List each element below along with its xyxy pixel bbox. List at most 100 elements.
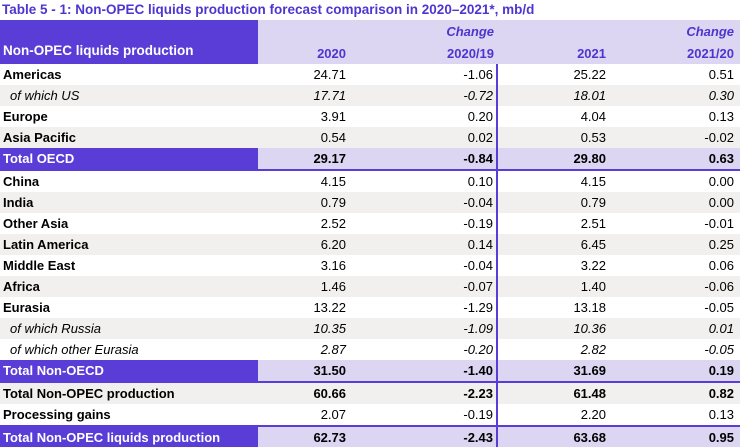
page-title: Table 5 - 1: Non-OPEC liquids production… xyxy=(2,2,535,17)
column-header-2021-20: 2021/20 xyxy=(612,42,740,64)
value-cell: 18.01 xyxy=(497,85,612,106)
value-cell: 0.25 xyxy=(612,234,740,255)
value-cell: 0.13 xyxy=(612,106,740,127)
value-cell: 0.79 xyxy=(258,192,352,213)
table-row: of which other Eurasia 2.87 -0.20 2.82 -0.05 xyxy=(0,339,740,360)
value-cell: 4.15 xyxy=(258,170,352,192)
value-cell: 2.82 xyxy=(497,339,612,360)
value-cell: 0.06 xyxy=(612,255,740,276)
production-table: Non-OPEC liquids production Change Chang… xyxy=(0,20,740,447)
value-cell: 0.53 xyxy=(497,127,612,148)
column-header-2021: 2021 xyxy=(497,42,612,64)
value-cell: 61.48 xyxy=(497,382,612,404)
table-header: Non-OPEC liquids production Change Chang… xyxy=(0,20,740,64)
value-cell: 0.54 xyxy=(258,127,352,148)
value-cell: 1.46 xyxy=(258,276,352,297)
header-change-label-1: Change xyxy=(352,20,497,42)
value-cell: 0.02 xyxy=(352,127,498,148)
value-cell: 3.91 xyxy=(258,106,352,127)
row-label: China xyxy=(0,170,258,192)
value-cell: -1.29 xyxy=(352,297,498,318)
value-cell: -0.04 xyxy=(352,192,498,213)
table-row: India 0.79 -0.04 0.79 0.00 xyxy=(0,192,740,213)
table-row: China 4.15 0.10 4.15 0.00 xyxy=(0,170,740,192)
row-label: Total OECD xyxy=(0,148,258,171)
value-cell: 0.14 xyxy=(352,234,498,255)
value-cell: -1.09 xyxy=(352,318,498,339)
value-cell: 4.04 xyxy=(497,106,612,127)
value-cell: 6.20 xyxy=(258,234,352,255)
value-cell: 4.15 xyxy=(497,170,612,192)
row-label: Processing gains xyxy=(0,404,258,426)
value-cell: -0.20 xyxy=(352,339,498,360)
value-cell: 2.51 xyxy=(497,213,612,234)
value-cell: 0.19 xyxy=(612,360,740,383)
value-cell: -0.19 xyxy=(352,404,498,426)
value-cell: -0.72 xyxy=(352,85,498,106)
value-cell: 13.18 xyxy=(497,297,612,318)
table-row: Total Non-OPEC production 60.66 -2.23 61.48… xyxy=(0,382,740,404)
header-spacer xyxy=(258,20,352,42)
value-cell: -0.01 xyxy=(612,213,740,234)
value-cell: 0.82 xyxy=(612,382,740,404)
column-header-2020-19: 2020/19 xyxy=(352,42,497,64)
value-cell: -0.07 xyxy=(352,276,498,297)
value-cell: 0.00 xyxy=(612,192,740,213)
header-columns-row: 2020 2020/19 2021 2021/20 xyxy=(0,42,740,64)
value-cell: 62.73 xyxy=(258,425,352,447)
value-cell: 31.50 xyxy=(258,360,352,383)
value-cell: -0.06 xyxy=(612,276,740,297)
value-cell: -0.05 xyxy=(612,339,740,360)
table-row: Total OECD 29.17 -0.84 29.80 0.63 xyxy=(0,148,740,171)
table-row: Other Asia 2.52 -0.19 2.51 -0.01 xyxy=(0,213,740,234)
row-label: of which US xyxy=(0,85,258,106)
value-cell: 29.80 xyxy=(497,148,612,171)
row-label: Asia Pacific xyxy=(0,127,258,148)
value-cell: 24.71 xyxy=(258,64,352,85)
value-cell: 0.30 xyxy=(612,85,740,106)
value-cell: 25.22 xyxy=(497,64,612,85)
value-cell: 63.68 xyxy=(497,425,612,447)
value-cell: 60.66 xyxy=(258,382,352,404)
table-row: Latin America 6.20 0.14 6.45 0.25 xyxy=(0,234,740,255)
value-cell: 3.16 xyxy=(258,255,352,276)
table-row: Total Non-OPEC liquids production 62.73 -2… xyxy=(0,425,740,447)
row-label: of which other Eurasia xyxy=(0,339,258,360)
row-label: Total Non-OPEC production xyxy=(0,382,258,404)
value-cell: 2.52 xyxy=(258,213,352,234)
table-row: Africa 1.46 -0.07 1.40 -0.06 xyxy=(0,276,740,297)
value-cell: 0.63 xyxy=(612,148,740,171)
row-label: Europe xyxy=(0,106,258,127)
value-cell: -2.43 xyxy=(352,425,498,447)
row-label: India xyxy=(0,192,258,213)
row-label: Americas xyxy=(0,64,258,85)
value-cell: 0.01 xyxy=(612,318,740,339)
value-cell: -0.05 xyxy=(612,297,740,318)
table-row: Asia Pacific 0.54 0.02 0.53 -0.02 xyxy=(0,127,740,148)
value-cell: 29.17 xyxy=(258,148,352,171)
row-label: Total Non-OPEC liquids production xyxy=(0,425,258,447)
value-cell: 0.95 xyxy=(612,425,740,447)
value-cell: 2.87 xyxy=(258,339,352,360)
value-cell: 0.10 xyxy=(352,170,498,192)
value-cell: 0.20 xyxy=(352,106,498,127)
row-label: Africa xyxy=(0,276,258,297)
row-label: of which Russia xyxy=(0,318,258,339)
value-cell: 0.51 xyxy=(612,64,740,85)
value-cell: -1.40 xyxy=(352,360,498,383)
row-label: Middle East xyxy=(0,255,258,276)
value-cell: 10.35 xyxy=(258,318,352,339)
value-cell: 0.79 xyxy=(497,192,612,213)
value-cell: 10.36 xyxy=(497,318,612,339)
value-cell: 2.07 xyxy=(258,404,352,426)
value-cell: 0.13 xyxy=(612,404,740,426)
table-row: Total Non-OECD 31.50 -1.40 31.69 0.19 xyxy=(0,360,740,383)
header-change-label-2: Change xyxy=(612,20,740,42)
table-row: Processing gains 2.07 -0.19 2.20 0.13 xyxy=(0,404,740,426)
value-cell: 17.71 xyxy=(258,85,352,106)
table-row: Europe 3.91 0.20 4.04 0.13 xyxy=(0,106,740,127)
value-cell: 13.22 xyxy=(258,297,352,318)
table-body: Americas 24.71 -1.06 25.22 0.51 of which US 17… xyxy=(0,64,740,447)
value-cell: -2.23 xyxy=(352,382,498,404)
row-label: Latin America xyxy=(0,234,258,255)
